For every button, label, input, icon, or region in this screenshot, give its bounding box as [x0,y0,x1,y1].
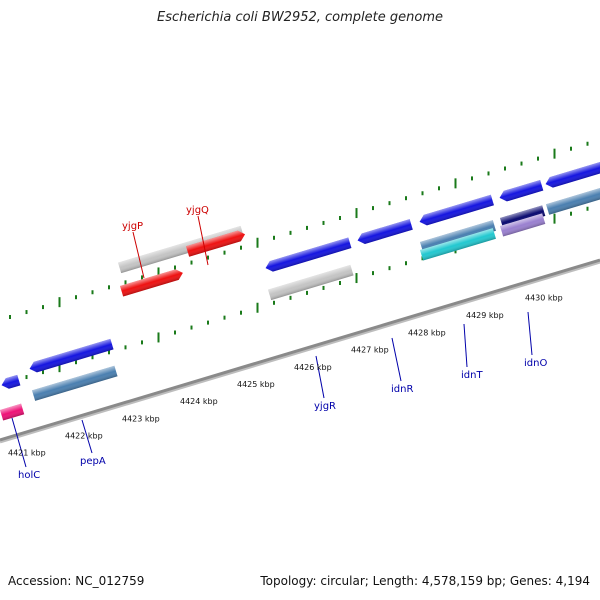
cds-forward-blue-left [29,338,114,373]
feature-shade [32,365,118,401]
feature-shade [265,237,352,272]
scale-label-4426-kbp: 4426 kbp [294,363,332,372]
scale-label-4425-kbp: 4425 kbp [237,380,275,389]
gene-label-holC: holC [18,470,40,481]
feature-shade [186,230,246,257]
cds-pepA [32,365,118,401]
gene-features [0,161,600,421]
cds-forward-blue-5 [545,161,600,188]
scale-label-4427-kbp: 4427 kbp [351,346,389,355]
gene-label-idnR: idnR [391,384,413,395]
cds-yjgP [120,269,183,297]
feature-shade [118,225,244,274]
cds-yjgR [268,264,354,301]
feature-shade [0,403,25,421]
cds-forward-blue-4 [499,179,544,202]
outer-tick-track [9,141,589,319]
feature-shade [420,228,496,261]
feature-shade [546,187,600,215]
scale-label-4430-kbp: 4430 kbp [525,294,563,303]
cds-forward-blue-2 [357,219,413,245]
gene-labels: yjgP yjgQ holC pepA yjgR idnR idnT idnO [18,205,547,481]
gene-label-idnO: idnO [524,358,547,369]
genome-summary: Topology: circular; Length: 4,578,159 bp… [260,574,590,588]
feature-shade [500,213,546,237]
feature-shade [419,194,494,226]
cds-idnO-inner [500,213,546,237]
scale-label-4422-kbp: 4422 kbp [65,432,103,441]
feature-shade [357,219,413,245]
scale-label-4429-kbp: 4429 kbp [466,311,504,320]
backbone-line [0,258,600,442]
inner-tick-track [9,206,589,384]
accession-label: Accession: NC_012759 [8,574,145,588]
leader-pepA [81,419,93,454]
gene-label-pepA: pepA [80,456,106,467]
feature-shade [268,264,354,301]
cds-holC [0,403,25,421]
leader-idnR [391,337,402,382]
scale-label-4423-kbp: 4423 kbp [122,414,160,423]
gene-label-idnT: idnT [461,370,483,381]
genome-backbone [0,258,600,444]
map-title: Escherichia coli BW2952, complete genome [157,10,443,25]
backbone-shadow [0,260,600,444]
gene-label-yjgP: yjgP [122,221,143,232]
cds-forward-blue [265,237,352,272]
cds-idnK [546,187,600,215]
cds-yjgQ [186,230,246,257]
gene-label-yjgQ: yjgQ [186,205,209,216]
scale-label-4421-kbp: 4421 kbp [8,449,46,458]
scale-label-4424-kbp: 4424 kbp [180,397,218,406]
gene-label-yjgR: yjgR [314,401,336,412]
label-leaders [11,215,533,468]
cds-forward-blue-3 [419,194,494,226]
feature-shade [120,269,183,297]
cds-idnT-inner [420,228,496,261]
cds-forward-blue-edge [1,374,21,389]
leader-yjgR [315,355,325,399]
leader-yjgQ [197,215,209,266]
scale-label-4428-kbp: 4428 kbp [408,329,446,338]
leader-idnO [527,311,533,356]
scale-labels: 4421 kbp 4422 kbp 4423 kbp 4424 kbp 4425 kbp… [8,294,563,458]
feature-shade [29,338,114,373]
feature-shade [499,179,544,202]
cds-grey-forward [118,225,244,274]
leader-yjgP [132,231,145,279]
feature-shade [1,374,21,389]
leader-idnT [463,323,468,368]
leader-holC [11,417,27,468]
feature-shade [545,161,600,188]
